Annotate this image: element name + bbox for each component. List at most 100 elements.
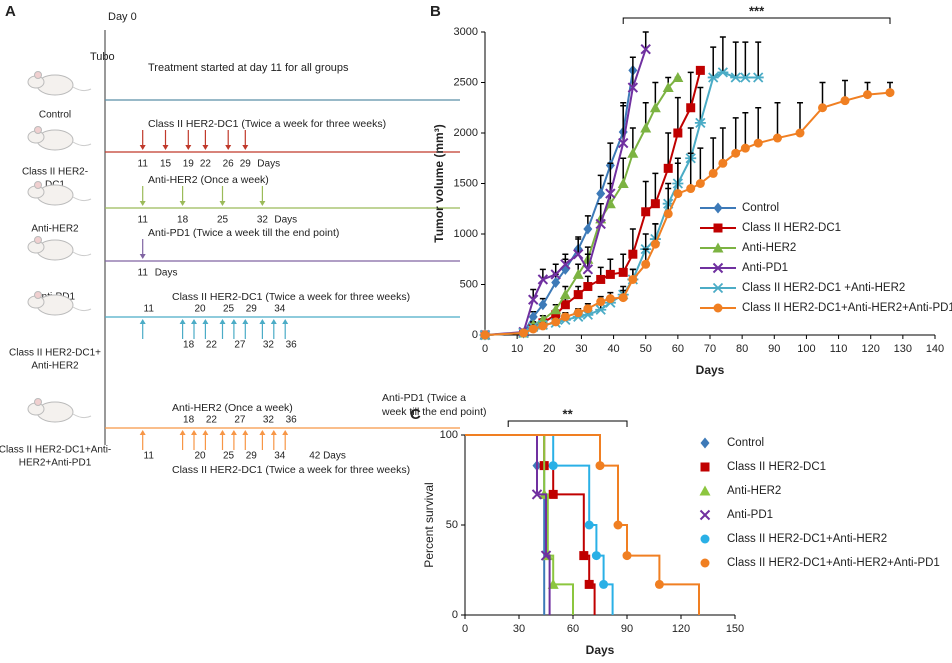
marker: [528, 294, 539, 305]
marker: [595, 218, 606, 230]
arrow-head: [282, 430, 289, 435]
marker: [550, 269, 561, 280]
marker: [654, 579, 664, 589]
marker: [663, 163, 673, 173]
marker: [551, 317, 561, 327]
arrow-head: [225, 145, 232, 150]
day-unit: Days: [274, 215, 297, 226]
arrow-head: [282, 319, 289, 324]
arrow-head: [219, 201, 226, 206]
y-tick-label: 1500: [454, 177, 478, 189]
marker: [640, 43, 651, 55]
marker: [699, 485, 711, 496]
marker: [605, 294, 615, 304]
marker: [519, 328, 529, 338]
day-label: 25: [223, 304, 235, 315]
error-bar: [755, 41, 762, 78]
panel-label: A: [5, 3, 16, 20]
marker: [579, 551, 589, 561]
day-label: 27: [234, 340, 246, 351]
error-bar: [539, 268, 546, 280]
marker: [641, 207, 651, 217]
arrow-head: [230, 430, 237, 435]
day-label: 18: [177, 215, 189, 226]
marker: [731, 148, 741, 158]
marker: [617, 178, 629, 188]
marker: [730, 72, 742, 83]
x-tick-label: 60: [567, 623, 579, 635]
marker: [700, 437, 710, 449]
day-unit: Days: [257, 159, 280, 170]
legend-label: Anti-PD1: [742, 262, 788, 274]
marker: [649, 102, 661, 113]
arrow-head: [230, 319, 237, 324]
x-tick-label: 30: [575, 343, 587, 355]
marker: [551, 276, 561, 288]
series-line: [484, 76, 679, 336]
marker: [627, 82, 639, 93]
error-bar: [710, 46, 717, 78]
arrow-head: [219, 319, 226, 324]
mouse-tail: [72, 306, 92, 312]
error-bar: [652, 172, 659, 204]
mouse-tail: [72, 196, 92, 202]
y-tick-label: 3000: [454, 26, 478, 38]
day-label: 19: [183, 159, 195, 170]
mouse-tail: [72, 413, 92, 419]
panel-label: C: [410, 406, 421, 423]
schedule-note: Class II HER2-DC1 (Twice a week for thre…: [172, 464, 410, 476]
group-label: Class II HER2-DC1+: [9, 348, 101, 359]
marker: [613, 520, 623, 530]
error-bar: [732, 117, 739, 154]
group-label: Class II HER2-: [22, 167, 88, 178]
day-label: 11: [138, 215, 149, 226]
day-label: 11: [138, 159, 149, 170]
group-label: Anti-HER2: [31, 224, 79, 235]
marker: [550, 304, 562, 315]
marker: [583, 282, 593, 292]
mouse-ear: [34, 236, 42, 244]
marker: [573, 290, 583, 300]
x-tick-label: 130: [894, 343, 912, 355]
day-label: 26: [223, 159, 235, 170]
arrow-head: [242, 145, 249, 150]
marker: [739, 72, 751, 83]
group-label: HER2+Anti-PD1: [19, 458, 92, 469]
x-tick-label: 120: [862, 343, 880, 355]
marker: [618, 267, 628, 277]
marker: [628, 274, 638, 284]
arrow-head: [242, 430, 249, 435]
mouse-ear: [34, 126, 42, 134]
schedule-note: week till the end point): [381, 406, 486, 418]
marker: [700, 534, 710, 544]
marker: [699, 509, 711, 521]
error-bar: [719, 36, 726, 73]
marker: [573, 308, 583, 318]
legend-label: Class II HER2-DC1 +Anti-HER2: [742, 282, 905, 294]
mouse-tail: [72, 141, 92, 147]
day-label: 11: [144, 304, 155, 315]
marker: [713, 223, 723, 233]
legend-label: Anti-HER2: [742, 242, 796, 254]
day-label: 34: [274, 304, 286, 315]
legend-label: Class II HER2-DC1: [742, 222, 841, 234]
marker: [662, 82, 674, 93]
marker: [695, 179, 705, 188]
significance-label: **: [563, 406, 574, 421]
schedule-note: Class II HER2-DC1 (Twice a week for thre…: [172, 291, 410, 303]
marker: [752, 72, 764, 83]
error-bar: [629, 56, 636, 88]
group-label: Control: [39, 110, 71, 121]
arrow-head: [139, 254, 146, 259]
x-tick-label: 140: [926, 343, 944, 355]
error-bar: [687, 152, 694, 189]
y-tick-label: 2500: [454, 76, 478, 88]
y-axis-label: Tumor volume (mm³): [432, 124, 446, 242]
day-label: 27: [234, 415, 246, 426]
legend-label: Control: [727, 437, 764, 449]
x-tick-label: 40: [607, 343, 619, 355]
error-bar: [719, 127, 726, 164]
arrow-head: [139, 430, 146, 435]
day0-label: Day 0: [108, 11, 137, 23]
x-tick-label: 60: [672, 343, 684, 355]
